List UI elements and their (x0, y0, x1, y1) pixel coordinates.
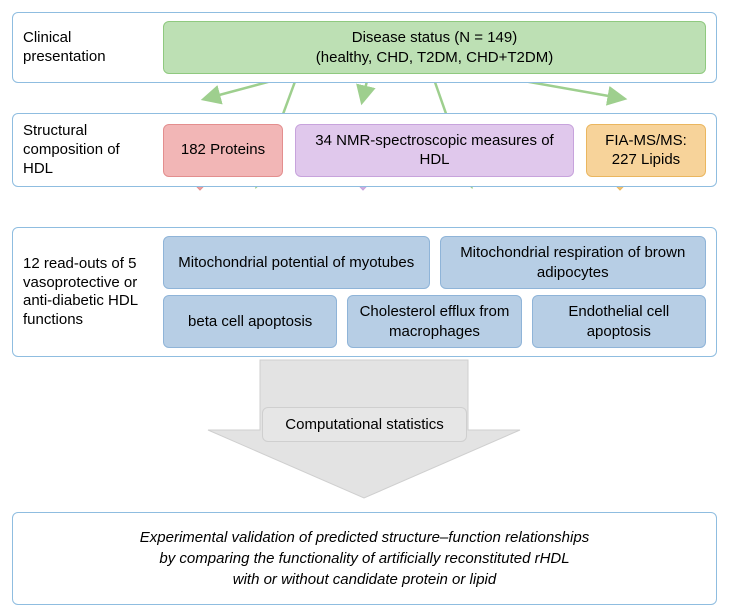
box-mito-myotubes: Mitochondrial potential of myotubes (163, 236, 430, 289)
panel-functions: 12 read-outs of 5 vasoprotective or anti… (12, 227, 717, 357)
text-mito-myotubes: Mitochondrial potential of myotubes (178, 253, 414, 273)
box-efflux: Cholesterol efflux from macrophages (347, 295, 521, 348)
box-disease-status: Disease status (N = 149) (healthy, CHD, … (163, 21, 706, 74)
validation-line2: by comparing the functionality of artifi… (29, 548, 700, 569)
text-lipids: FIA-MS/MS: 227 Lipids (597, 131, 695, 170)
validation-line1: Experimental validation of predicted str… (29, 527, 700, 548)
text-mito-brown: Mitochondrial respiration of brown adipo… (451, 243, 696, 282)
box-nmr: 34 NMR-spectroscopic measures of HDL (295, 124, 574, 177)
box-proteins: 182 Proteins (163, 124, 283, 177)
text-efflux: Cholesterol efflux from macrophages (358, 302, 510, 341)
panel-validation: Experimental validation of predicted str… (12, 512, 717, 605)
disease-line1: Disease status (N = 149) (352, 28, 518, 48)
box-lipids: FIA-MS/MS: 227 Lipids (586, 124, 706, 177)
text-computational: Computational statistics (285, 416, 443, 433)
panel-structural: Structural composition of HDL 182 Protei… (12, 113, 717, 187)
text-beta: beta cell apoptosis (188, 312, 312, 332)
box-computational: Computational statistics (262, 407, 466, 442)
panel-clinical: Clinical presentation Disease status (N … (12, 12, 717, 83)
box-endo: Endothelial cell apoptosis (532, 295, 706, 348)
label-functions: 12 read-outs of 5 vasoprotective or anti… (23, 255, 153, 330)
disease-line2: (healthy, CHD, T2DM, CHD+T2DM) (316, 48, 553, 68)
validation-line3: with or without candidate protein or lip… (29, 569, 700, 590)
box-mito-brown: Mitochondrial respiration of brown adipo… (440, 236, 707, 289)
text-nmr: 34 NMR-spectroscopic measures of HDL (306, 131, 563, 170)
text-endo: Endothelial cell apoptosis (543, 302, 695, 341)
text-proteins: 182 Proteins (181, 140, 265, 160)
box-beta: beta cell apoptosis (163, 295, 337, 348)
label-structural: Structural composition of HDL (23, 122, 153, 178)
label-clinical: Clinical presentation (23, 29, 153, 67)
